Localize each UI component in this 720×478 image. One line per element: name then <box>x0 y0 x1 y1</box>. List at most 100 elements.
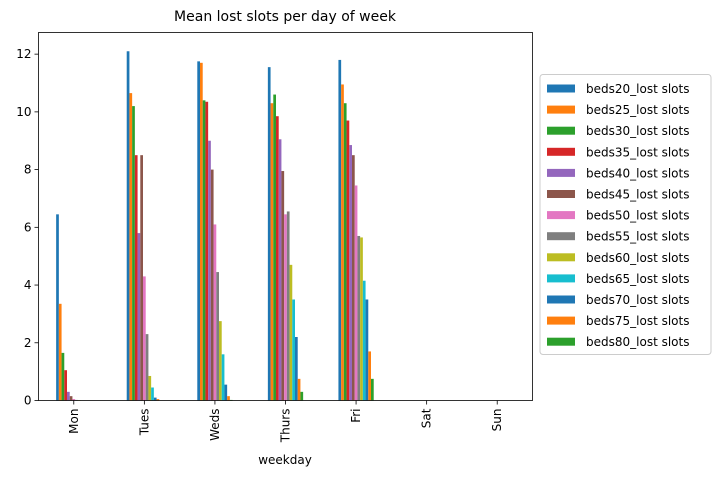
x-axis: Mon Tues Weds Thurs Fri Sat Sun <box>67 400 504 444</box>
bar-weds-8 <box>216 272 219 401</box>
bar-thurs-13 <box>300 391 304 401</box>
y-tick-label: 0 <box>24 394 32 408</box>
bar-weds-9 <box>219 321 222 401</box>
bar-tues-4 <box>134 155 138 401</box>
legend-swatch <box>547 190 575 198</box>
bar-thurs-2 <box>270 103 274 401</box>
bar-tues-9 <box>148 375 152 401</box>
bar-tues-1 <box>126 51 130 401</box>
legend-entry: beds65_lost slots <box>586 272 689 286</box>
bar-fri-11 <box>365 299 369 401</box>
x-axis-label: weekday <box>258 453 312 467</box>
bar-weds-6 <box>210 169 214 401</box>
bar-mon-3 <box>61 352 65 401</box>
bar-mon-6 <box>69 396 73 401</box>
legend-entry: beds35_lost slots <box>586 145 689 159</box>
bar-mon-4 <box>64 370 67 401</box>
bar-tues-12 <box>156 399 160 401</box>
bar-tues-2 <box>129 93 133 401</box>
legend-swatch <box>547 105 575 114</box>
bar-thurs-12 <box>297 378 301 401</box>
bar-weds-1 <box>197 61 200 401</box>
y-tick-label: 10 <box>16 105 31 119</box>
x-tick-label-sat: Sat <box>420 408 434 428</box>
bar-thurs-4 <box>276 116 279 401</box>
bar-weds-3 <box>202 100 206 401</box>
legend-swatch <box>547 253 575 262</box>
legend-swatch <box>547 274 575 283</box>
bar-tues-5 <box>137 233 141 401</box>
legend: beds20_lost slots beds25_lost slots beds30… <box>539 74 712 355</box>
bar-thurs-5 <box>278 139 282 401</box>
legend-entry: beds40_lost slots <box>586 166 689 180</box>
bar-mon-7 <box>72 399 76 401</box>
bar-fri-8 <box>357 235 361 401</box>
bar-tues-11 <box>153 397 157 401</box>
bar-fri-3 <box>343 103 347 401</box>
bar-weds-7 <box>213 224 217 401</box>
y-axis: 0 2 4 6 8 10 12 <box>16 47 39 408</box>
bar-thurs-1 <box>267 67 271 401</box>
legend-swatch <box>547 126 575 135</box>
bar-mon-2 <box>58 303 62 401</box>
legend-swatch <box>547 211 575 220</box>
bar-mon-5 <box>67 391 70 401</box>
bar-mon-1 <box>56 214 59 401</box>
bar-weds-5 <box>208 140 211 401</box>
legend-entry: beds75_lost slots <box>586 314 689 328</box>
bar-thurs-8 <box>286 211 290 401</box>
bar-fri-6 <box>352 155 355 401</box>
bar-thurs-6 <box>281 171 285 401</box>
bar-thurs-9 <box>289 264 293 401</box>
x-tick-label-thurs: Thurs <box>279 409 293 444</box>
bar-fri-4 <box>346 120 350 401</box>
bar-thurs-10 <box>292 299 295 401</box>
chart-title: Mean lost slots per day of week <box>174 9 397 25</box>
legend-entry: beds70_lost slots <box>586 293 689 307</box>
legend-swatch <box>547 147 575 156</box>
legend-entry: beds50_lost slots <box>586 209 689 223</box>
bar-tues-10 <box>151 387 154 401</box>
bar-tues-8 <box>145 334 149 401</box>
y-tick-label: 2 <box>24 336 32 350</box>
legend-entry: beds25_lost slots <box>586 103 689 117</box>
bar-tues-7 <box>143 276 146 401</box>
bar-weds-10 <box>221 354 225 401</box>
y-tick-label: 12 <box>16 47 31 61</box>
x-tick-label-fri: Fri <box>349 409 363 423</box>
bar-fri-10 <box>362 280 366 401</box>
y-tick-label: 4 <box>24 278 32 292</box>
bar-weds-12 <box>227 396 230 401</box>
bar-tues-3 <box>132 106 135 401</box>
legend-frame <box>539 74 712 355</box>
y-tick-label: 8 <box>24 163 32 177</box>
legend-entry: beds80_lost slots <box>586 335 689 349</box>
bar-thurs-3 <box>273 94 276 401</box>
legend-swatch <box>547 316 575 325</box>
bars-layer <box>56 51 374 401</box>
x-tick-label-weds: Weds <box>208 409 222 441</box>
x-tick-label-mon: Mon <box>67 409 81 434</box>
legend-swatch <box>547 337 575 346</box>
y-tick-label: 6 <box>24 220 32 234</box>
bar-weds-11 <box>224 384 228 401</box>
bar-tues-6 <box>140 155 143 401</box>
x-tick-label-tues: Tues <box>137 409 151 437</box>
bar-weds-2 <box>200 62 203 401</box>
legend-entry: beds55_lost slots <box>586 230 689 244</box>
bar-fri-1 <box>338 59 342 401</box>
legend-swatch <box>547 84 575 93</box>
bar-fri-12 <box>368 351 371 401</box>
bar-fri-5 <box>349 145 352 401</box>
bar-thurs-11 <box>295 337 298 401</box>
bar-fri-13 <box>371 378 374 401</box>
x-tick-label-sun: Sun <box>490 409 504 432</box>
bar-thurs-7 <box>284 214 287 401</box>
legend-entry: beds20_lost slots <box>586 82 689 96</box>
legend-swatch <box>547 168 575 177</box>
bar-fri-9 <box>360 237 363 401</box>
legend-swatch <box>547 295 575 304</box>
bar-fri-7 <box>354 185 358 401</box>
bar-fri-2 <box>341 84 344 401</box>
